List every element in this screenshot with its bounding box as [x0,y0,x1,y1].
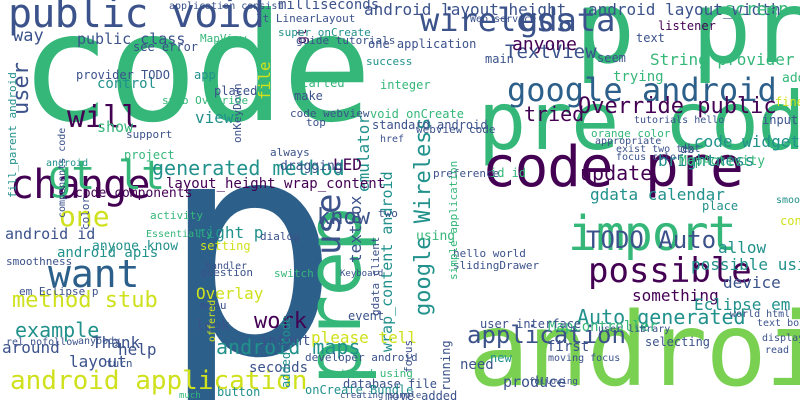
word-user-library: user library [598,325,670,335]
word-code-widget: code widget [694,134,800,150]
word-running: running [440,340,452,391]
word-keyboard: Keyboard [340,270,383,279]
word-hello-world: hello world [453,248,526,259]
word-wrap-content-android: wrap_content android [380,171,395,352]
word-provider-todo: provider TODO [76,69,170,81]
word-button: button [217,386,260,398]
word-always: always [270,147,310,158]
word-add: add [782,72,800,85]
word-user-interface: user interface [480,318,581,330]
word-code-webview: code webview [290,108,369,119]
word-fill-parent-android: fill_parent android [7,72,18,198]
word-tried: tried [524,104,584,124]
word-focus-color: focus color [616,153,682,163]
word-way: way [13,28,44,45]
word-milliseconds: milliseconds [278,0,379,12]
word-stub-override: stub Override [162,95,248,106]
word-string-provider: String provider [650,52,795,68]
word-code-components: code components [75,187,192,200]
word-smooth: smooth [776,196,800,206]
word-anybody: anybody [78,337,120,347]
word-todo-auto: TODO Auto [586,228,716,252]
word-turn: turn [106,358,133,369]
word-see-error: see error [133,41,198,53]
word-mapview: MapView [200,33,246,44]
word-two: two [378,208,398,219]
word-layout-height-wrap-content: layout_height wrap_content [166,177,385,191]
word-smoothness: smoothness [6,256,72,267]
word-preference: preference [433,168,499,179]
word-moving-focus: moving focus [548,354,620,364]
word-dialog: dialog [260,231,300,242]
word-webview-code: webview code [416,124,495,135]
word-need: need [460,358,494,372]
word-lt-linearlayout: lt LinearLayout [256,13,355,24]
word-following: following [529,378,578,387]
word-href: href [380,135,404,145]
word-switch: switch [274,268,314,279]
word-place: place [702,200,738,212]
word-success: success [366,56,412,67]
word-components-code: components code [58,128,68,218]
word-mapactivity: MapActivity [679,155,765,168]
word-started: started [294,77,345,89]
word-handler: handler [205,262,247,272]
word-allow: allow [718,240,766,256]
word-color: color [80,197,91,230]
word-integer: integer [380,79,431,91]
word-displaying: displaying [762,334,800,344]
word-make: make [294,90,323,102]
word-app: app [194,69,216,81]
word-tutorials-hello: tutorials hello [634,116,724,126]
word-read: read [765,346,789,356]
word-simple-application: simple application [448,161,459,280]
word-possible-using: possible using [691,257,800,273]
word-tried-using: tried using [340,368,413,379]
word-rel-nofollow: rel nofollow [6,338,78,348]
word-slidingdrawer: slidingDrawer [453,260,539,271]
word-device: device [723,275,781,291]
word-anyone-know: anyone know [92,240,178,253]
word-update: update [580,163,652,183]
word-selecting: selecting [645,336,710,348]
word-project: project [124,149,175,161]
word-text: text [636,32,665,44]
word-google-wireless: google Wireless [413,117,435,316]
word-screen: screen [724,1,789,19]
word-input: input [762,114,798,126]
word-void-oncreate: void onCreate [370,108,464,120]
word-em-eclipse-p: em Eclipse p [19,286,98,297]
word-text-box: text box [757,319,800,329]
word-anyone: anyone [512,36,577,54]
word-developer-android: developer android [305,352,418,363]
word-content: content [780,215,800,227]
word-main: main [485,53,514,65]
word-view: view [195,110,234,126]
word-onkeydown: onKeyDown [232,83,243,143]
word-application-consist: application consist [169,2,283,12]
word-listener: listener [658,20,716,32]
word-activity: activity [150,210,203,221]
word-first: first [547,340,589,354]
word-trying: trying [613,70,664,84]
word-super-oncreate: super onCreate [278,27,371,38]
word-dragging: dragging [280,160,343,173]
word-web-service: Web service [470,15,536,25]
word-added-code: added code [280,316,292,388]
word-offered: offered [208,300,218,342]
word-textbox: textbox [348,196,364,263]
word-much: much [179,392,201,400]
word-setting: setting [200,240,251,252]
word-support: support [126,129,172,140]
word-new: new [490,352,512,364]
word-creating-simple: creating simple [340,392,421,400]
word-fine: fine [775,96,800,108]
word-file: file [257,61,273,100]
word-essentially: Essentially [146,230,212,240]
word-seem: seem [597,52,626,64]
